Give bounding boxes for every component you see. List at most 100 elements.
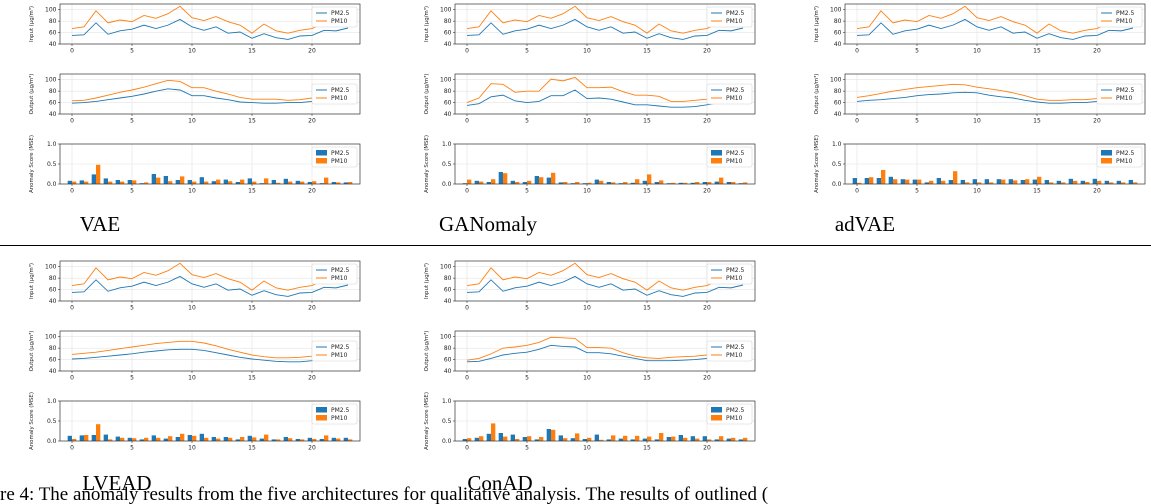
x-tick-label: 15 bbox=[248, 188, 256, 195]
bar-pm25 bbox=[295, 439, 300, 441]
x-tick-label: 20 bbox=[703, 48, 711, 55]
figure-caption: re 4: The anomaly results from the five … bbox=[0, 484, 1151, 504]
y-tick-label: 1.0 bbox=[47, 398, 57, 405]
legend-swatch bbox=[316, 415, 327, 421]
legend-swatch bbox=[711, 415, 722, 421]
bar-pm10 bbox=[1073, 180, 1078, 184]
y-tick-label: 80 bbox=[49, 88, 57, 95]
bar-pm10 bbox=[1013, 180, 1018, 184]
bar-pm25 bbox=[594, 179, 599, 184]
y-tick-label: 40 bbox=[834, 111, 842, 118]
bar-pm10 bbox=[156, 437, 161, 441]
y-tick-label: 100 bbox=[45, 334, 57, 341]
series-line-pm25 bbox=[71, 88, 349, 104]
bar-pm10 bbox=[228, 181, 233, 184]
legend-label: PM2.5 bbox=[1116, 87, 1135, 94]
legend-label: PM10 bbox=[331, 352, 348, 359]
y-tick-label: 40 bbox=[49, 111, 57, 118]
legend-label: PM10 bbox=[331, 415, 348, 422]
bar-pm10 bbox=[953, 171, 958, 184]
legend-label: PM2.5 bbox=[726, 344, 745, 351]
x-tick-label: 15 bbox=[643, 188, 651, 195]
bar-pm25 bbox=[498, 433, 503, 441]
bar-pm10 bbox=[587, 437, 592, 441]
bar-pm10 bbox=[575, 182, 580, 184]
bar-pm10 bbox=[647, 436, 652, 441]
bar-pm25 bbox=[474, 180, 479, 184]
model-label: adVAE bbox=[834, 212, 896, 236]
x-tick-label: 20 bbox=[703, 188, 711, 195]
bar-pm10 bbox=[695, 182, 700, 184]
y-axis-label: Input (μg/m³) bbox=[423, 263, 430, 299]
y-tick-label: 60 bbox=[834, 30, 842, 37]
bar-pm10 bbox=[120, 437, 125, 441]
bar-pm25 bbox=[187, 180, 192, 184]
bar-pm10 bbox=[1133, 182, 1138, 184]
bar-pm10 bbox=[503, 173, 508, 184]
bar-pm25 bbox=[259, 183, 264, 184]
y-tick-label: 0.5 bbox=[47, 418, 57, 425]
legend-box bbox=[1096, 6, 1143, 28]
bar-pm25 bbox=[79, 180, 84, 184]
bar-pm10 bbox=[1097, 180, 1102, 184]
bar-pm10 bbox=[965, 182, 970, 184]
bar-pm25 bbox=[127, 437, 132, 441]
bar-pm25 bbox=[283, 437, 288, 441]
x-tick-label: 10 bbox=[973, 188, 981, 195]
y-axis-label: Input (μg/m³) bbox=[28, 263, 35, 299]
bar-pm25 bbox=[654, 439, 659, 441]
bar-pm10 bbox=[324, 435, 329, 441]
legend-label: PM2.5 bbox=[331, 87, 350, 94]
bar-pm25 bbox=[295, 180, 300, 184]
x-tick-label: 10 bbox=[973, 118, 981, 125]
x-tick-label: 20 bbox=[1093, 118, 1101, 125]
model-label: GANomaly bbox=[439, 212, 537, 236]
bar-pm25 bbox=[1008, 179, 1013, 184]
bar-pm10 bbox=[467, 438, 472, 441]
y-axis-label: Input (μg/m³) bbox=[28, 6, 35, 42]
series-line-pm25 bbox=[71, 348, 349, 363]
y-tick-label: 60 bbox=[49, 30, 57, 37]
bar-pm10 bbox=[527, 180, 532, 184]
x-tick-label: 5 bbox=[130, 445, 134, 452]
x-tick-label: 0 bbox=[855, 188, 859, 195]
legend-swatch bbox=[316, 158, 327, 164]
bar-pm10 bbox=[647, 174, 652, 184]
plot-frame bbox=[454, 73, 756, 115]
legend-swatch bbox=[316, 407, 327, 413]
y-tick-label: 100 bbox=[440, 77, 452, 84]
y-tick-label: 1.0 bbox=[442, 398, 452, 405]
x-tick-label: 15 bbox=[248, 48, 256, 55]
y-tick-label: 0.5 bbox=[442, 418, 452, 425]
bar-pm10 bbox=[941, 180, 946, 184]
x-tick-label: 20 bbox=[703, 445, 711, 452]
legend-box bbox=[311, 83, 358, 105]
x-tick-label: 10 bbox=[583, 445, 591, 452]
y-axis-label: Anomaly Score (MSE) bbox=[29, 135, 35, 193]
bar-pm10 bbox=[132, 180, 137, 184]
bar-pm10 bbox=[120, 181, 125, 184]
series-line-pm10 bbox=[466, 262, 744, 291]
series-line-pm10 bbox=[856, 83, 1134, 101]
bar-pm25 bbox=[558, 435, 563, 441]
x-tick-label: 10 bbox=[583, 305, 591, 312]
legend-box bbox=[311, 6, 358, 28]
bar-pm25 bbox=[738, 439, 743, 441]
bar-pm10 bbox=[707, 182, 712, 184]
legend-swatch bbox=[1101, 158, 1112, 164]
y-tick-label: 0.0 bbox=[832, 181, 842, 188]
bar-pm10 bbox=[204, 181, 209, 184]
plot-frame bbox=[59, 73, 361, 115]
legend-label: PM2.5 bbox=[726, 267, 745, 274]
bar-pm10 bbox=[929, 180, 934, 184]
bar-pm25 bbox=[67, 435, 72, 441]
y-tick-label: 80 bbox=[49, 345, 57, 352]
bar-pm25 bbox=[726, 438, 731, 441]
panel-lvead: 0 5 10 15 20 40 60 80 100 Input (μg/m³) PM2.5 PM10 0… bbox=[0, 257, 370, 452]
series-line-pm25 bbox=[71, 275, 349, 297]
bar-pm25 bbox=[247, 435, 252, 441]
